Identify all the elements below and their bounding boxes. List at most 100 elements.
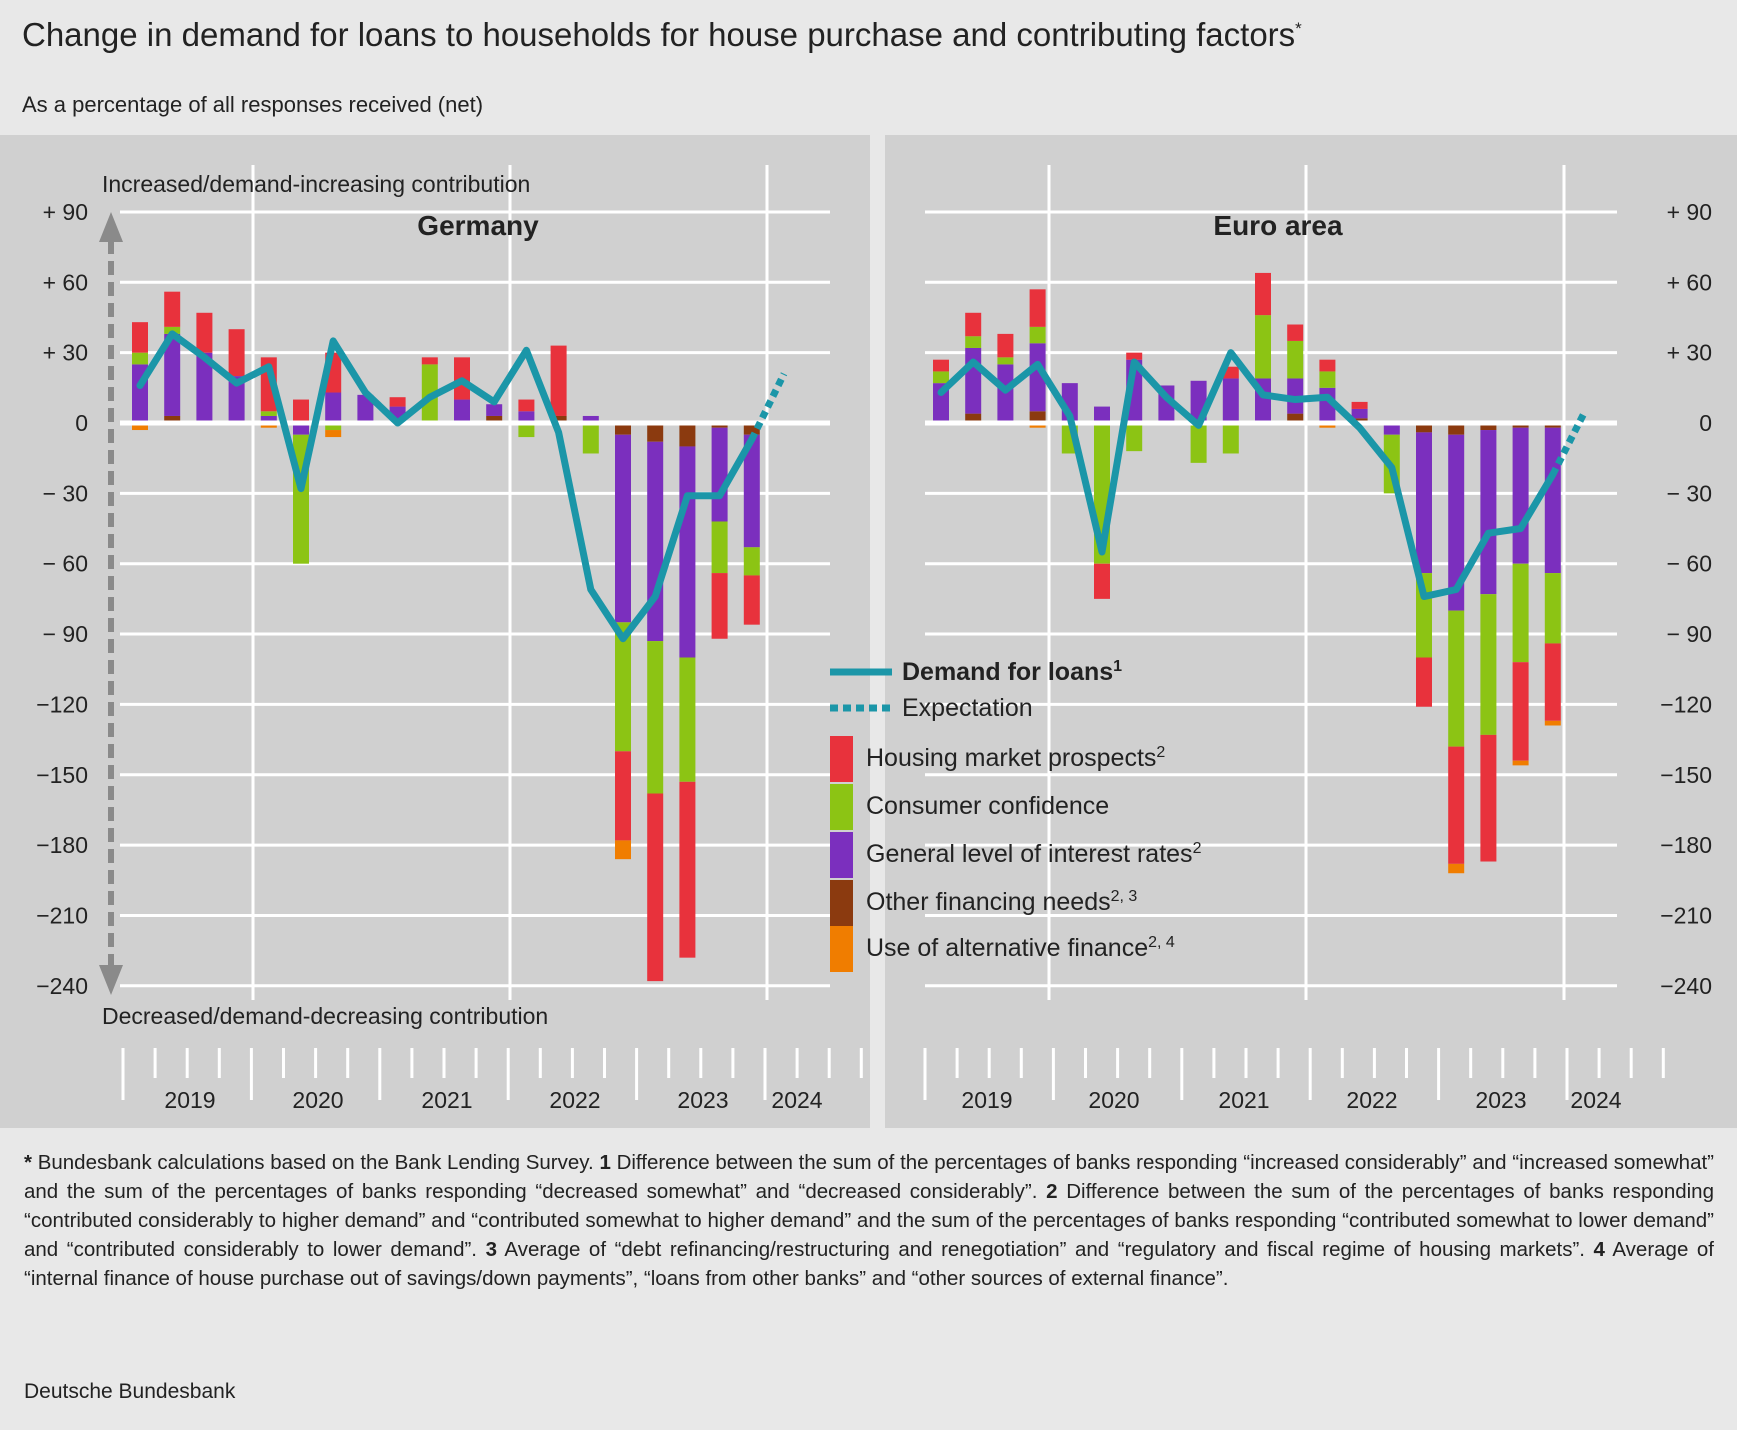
legend-label: Housing market prospects2: [866, 744, 1165, 772]
y-tick-label-left: −150: [36, 762, 88, 788]
y-tick-label-left: − 30: [43, 480, 88, 506]
bar-other-fin: [1448, 423, 1465, 435]
bar-interest: [1351, 408, 1368, 419]
footnotes-text: * Bundesbank calculations based on the B…: [24, 1148, 1714, 1293]
x-tick-label: 2019: [961, 1087, 1012, 1113]
bar-interest: [196, 352, 213, 423]
expectation-line: [748, 372, 788, 441]
bar-housing: [1126, 352, 1143, 360]
bar-interest: [1029, 343, 1046, 412]
y-tick-label-left: −210: [36, 902, 88, 928]
bar-housing: [743, 575, 760, 625]
y-tick-label-right: + 60: [1667, 269, 1712, 295]
panel-background-germany: [0, 135, 870, 1128]
panel-background-euro-area: [885, 135, 1737, 1128]
bar-interest: [1383, 423, 1400, 435]
bar-interest: [997, 364, 1014, 423]
bar-housing: [1512, 662, 1529, 761]
y-tick-label-right: + 90: [1667, 199, 1712, 225]
bar-interest: [357, 394, 374, 423]
legend-item-consumer: Consumer confidence: [830, 784, 1109, 830]
x-tick-label: 2021: [421, 1087, 472, 1113]
footnotes: * Bundesbank calculations based on the B…: [24, 1148, 1714, 1293]
x-tick-label: 2023: [677, 1087, 728, 1113]
bar-interest: [1480, 430, 1497, 595]
demand-line: [136, 330, 756, 643]
bar-housing: [997, 333, 1014, 358]
footnote-mark: 3: [485, 1238, 497, 1261]
bar-alt-fin: [1544, 720, 1561, 726]
bar-housing: [1029, 289, 1046, 327]
bar-interest: [454, 399, 470, 423]
y-tick-label-left: −120: [36, 691, 88, 717]
legend-item-interest: General level of interest rates2: [830, 832, 1202, 878]
footnote-text: Bundesbank calculations based on the Ban…: [31, 1151, 600, 1174]
bar-housing: [550, 345, 567, 416]
bar-consumer: [1544, 573, 1561, 644]
arrow-label-top: Increased/demand-increasing contribution: [102, 171, 530, 197]
bar-housing: [1544, 643, 1561, 721]
bar-interest: [1544, 427, 1561, 574]
footnote-text: Average of “debt refinancing/restructuri…: [496, 1238, 1594, 1261]
bar-housing: [293, 399, 309, 423]
bar-consumer: [518, 423, 535, 438]
arrow-head-down: [99, 965, 123, 995]
arrow-head-up: [99, 212, 123, 242]
bar-other-fin: [1480, 423, 1497, 431]
legend-swatch: [830, 832, 853, 878]
bar-housing: [965, 312, 982, 337]
bar-housing: [132, 322, 148, 353]
y-tick-label-right: −240: [1660, 973, 1712, 999]
bar-interest: [1512, 427, 1529, 564]
y-tick-label-right: − 90: [1667, 621, 1712, 647]
bar-interest: [325, 392, 342, 423]
x-tick-label: 2019: [164, 1087, 215, 1113]
bar-housing: [711, 573, 728, 639]
y-tick-label-right: −210: [1660, 902, 1712, 928]
bar-consumer: [997, 357, 1014, 365]
footnote-mark: 2: [1046, 1180, 1058, 1203]
bar-interest: [486, 404, 503, 416]
x-tick-label: 2022: [549, 1087, 600, 1113]
bar-other-fin: [550, 415, 567, 423]
bar-interest: [615, 434, 631, 623]
bar-other-fin: [647, 423, 664, 442]
y-tick-label-left: −180: [36, 832, 88, 858]
x-tick-label: 2020: [1088, 1087, 1139, 1113]
legend-item-demand: Demand for loans1: [830, 658, 1122, 686]
footnote-text: Difference between the sum of the percen…: [24, 1180, 1714, 1261]
legend-label: Demand for loans1: [902, 658, 1122, 686]
x-tick-label: 2021: [1218, 1087, 1269, 1113]
y-tick-label-right: − 60: [1667, 551, 1712, 577]
y-tick-label-right: − 30: [1667, 480, 1712, 506]
y-tick-label-left: + 30: [43, 340, 88, 366]
bar-interest: [711, 427, 728, 522]
bar-other-fin: [615, 423, 631, 435]
bar-other-fin: [743, 423, 760, 435]
bar-other-fin: [1287, 413, 1304, 423]
bar-consumer: [615, 622, 631, 752]
legend-swatch: [830, 880, 853, 926]
bar-housing: [228, 329, 245, 377]
y-tick-label-left: −240: [36, 973, 88, 999]
bar-other-fin: [164, 415, 181, 423]
legend-label: Other financing needs2, 3: [866, 888, 1137, 916]
legend-label: Expectation: [902, 694, 1033, 722]
bar-consumer: [582, 423, 599, 454]
bar-housing: [647, 793, 664, 982]
bar-housing: [1416, 657, 1432, 707]
bar-housing: [389, 397, 406, 407]
title-footnote-mark: *: [1295, 19, 1302, 38]
bar-alt-fin: [132, 423, 148, 431]
panel-title: Germany: [417, 210, 539, 241]
y-tick-label-left: 0: [75, 410, 88, 436]
bar-interest: [743, 434, 760, 548]
bar-consumer: [711, 521, 728, 574]
footnote-mark: 1: [599, 1151, 611, 1174]
chart-title-text: Change in demand for loans to households…: [22, 16, 1296, 53]
bar-alt-fin: [1512, 760, 1529, 766]
bar-consumer: [1190, 423, 1207, 463]
bar-housing: [1255, 272, 1271, 316]
bar-interest: [164, 333, 181, 416]
x-tick-label: 2020: [292, 1087, 343, 1113]
